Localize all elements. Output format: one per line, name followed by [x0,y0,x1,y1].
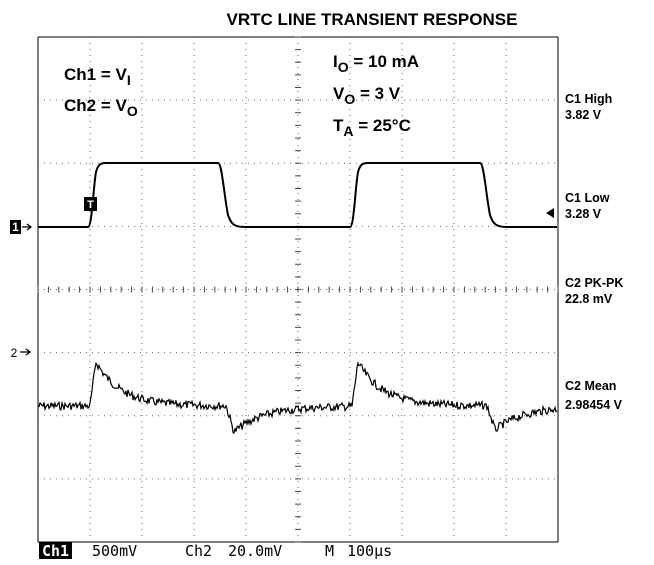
meas-value: 22.8 mV [565,292,613,306]
footer-ch1-scale: 500mV [92,542,137,560]
ch2-marker: 2 [11,346,18,360]
ch2-trace [37,361,558,435]
graticule [37,36,559,543]
ch1-trace [38,162,557,228]
condition: VO = 3 V [333,84,401,107]
arrow [22,223,33,231]
footer-ch2-scale: 20.0mV [228,542,282,560]
ch1-marker-box [10,220,21,234]
meas-name: C2 PK-PK [565,276,623,290]
title: VRTC LINE TRANSIENT RESPONSE [227,10,518,29]
arrow [20,348,32,356]
meas-value: 2.98454 V [565,398,623,412]
legend-ch1: Ch1 = VI [64,65,131,88]
condition: TA = 25°C [333,116,411,139]
condition: IO = 10 mA [333,52,419,75]
footer-time-scale: 100µs [347,542,392,560]
measurements: C1 High 3.82 V C1 Low 3.28 V C2 PK-PK 22… [565,92,623,412]
meas-name: C1 High [565,92,612,106]
footer-ch1: Ch1 [42,542,69,560]
footer-ch2: Ch2 [185,542,212,560]
meas-value: 3.82 V [565,108,602,122]
meas-value: 3.28 V [565,207,602,221]
legend-ch2: Ch2 = VO [64,96,138,119]
level-arrow [546,208,554,218]
trigger-marker: T [87,199,94,211]
meas-name: C1 Low [565,191,610,205]
footer-time: M [325,542,334,560]
ch1-marker: 1 [12,220,19,234]
ch1-box [39,542,72,559]
meas-name: C2 Mean [565,379,616,393]
trigger-box [84,197,97,211]
